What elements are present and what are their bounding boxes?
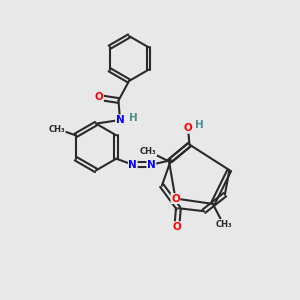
Text: O: O: [172, 222, 181, 232]
Text: N: N: [147, 160, 156, 170]
Text: O: O: [171, 194, 180, 203]
Text: CH₃: CH₃: [215, 220, 232, 229]
Text: H: H: [195, 119, 204, 130]
Text: CH₃: CH₃: [49, 125, 65, 134]
Text: N: N: [116, 115, 124, 125]
Text: N: N: [128, 160, 137, 170]
Text: H: H: [129, 112, 138, 123]
Text: O: O: [184, 123, 192, 133]
Text: CH₃: CH₃: [140, 147, 157, 156]
Text: O: O: [94, 92, 103, 103]
